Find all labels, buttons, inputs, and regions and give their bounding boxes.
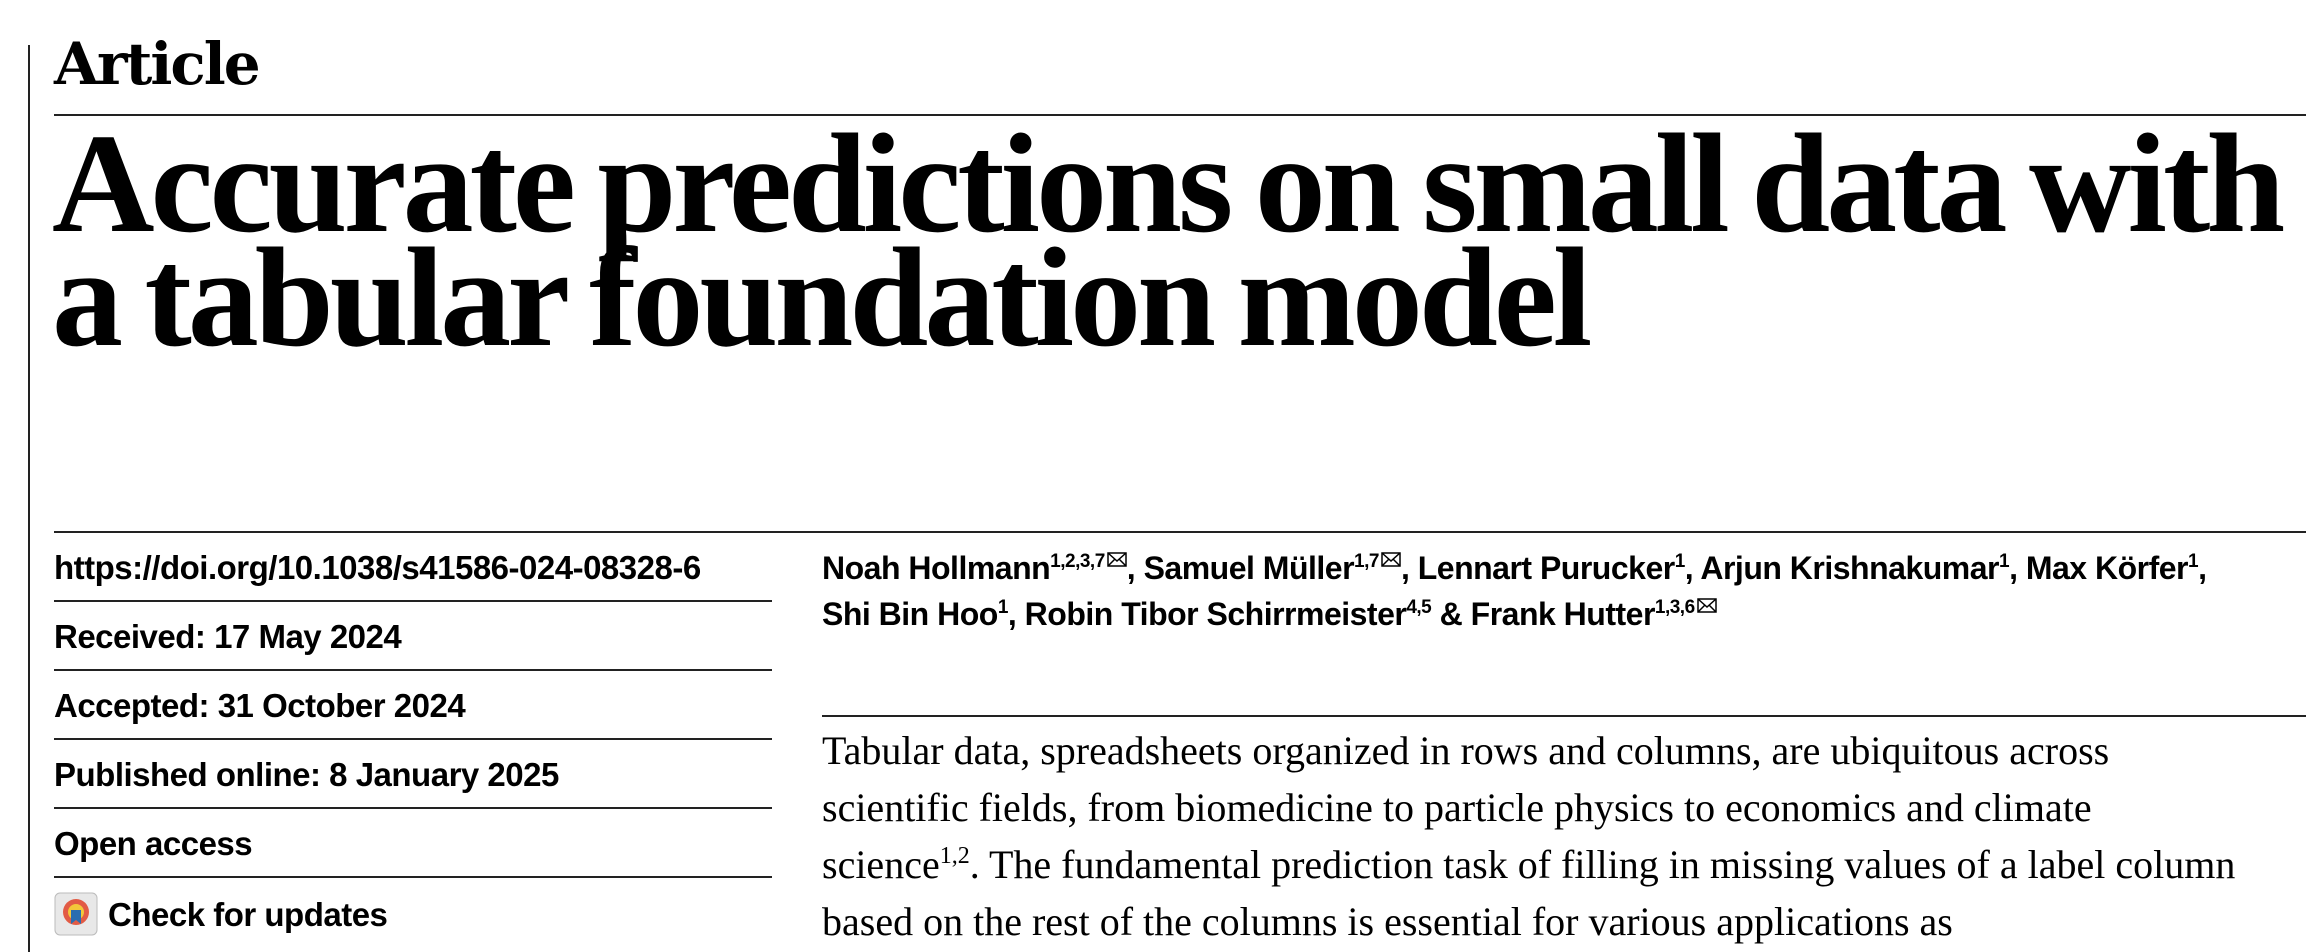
author-name[interactable]: Shi Bin Hoo [822, 596, 998, 632]
affiliations: 1,3,6 [1655, 597, 1717, 618]
article-title: Accurate predictions on small data with … [52, 104, 2285, 376]
affiliations: 1 [1998, 551, 2010, 572]
author: Robin Tibor Schirrmeister4,5 & [1025, 596, 1471, 632]
author: Max Körfer1, [2026, 550, 2215, 586]
doi[interactable]: https://doi.org/10.1038/s41586-024-08328… [54, 549, 701, 586]
email-icon[interactable] [1381, 552, 1401, 567]
author-name[interactable]: Noah Hollmann [822, 550, 1051, 586]
check-updates[interactable]: Check for updates [108, 896, 388, 933]
separator: , [1126, 550, 1144, 586]
author-name[interactable]: Robin Tibor Schirrmeister [1024, 596, 1407, 632]
author: Samuel Müller1,7, [1144, 550, 1418, 586]
author: Frank Hutter1,3,6 [1471, 596, 1717, 632]
rule [54, 600, 772, 602]
published-date: Published online: 8 January 2025 [54, 756, 559, 793]
separator: , [2009, 550, 2026, 586]
open-access[interactable]: Open access [54, 825, 253, 862]
received-date: Received: 17 May 2024 [54, 618, 402, 655]
author-name[interactable]: Frank Hutter [1470, 596, 1656, 632]
separator: , [1400, 550, 1418, 586]
article-label: Article [54, 30, 261, 98]
rule [54, 669, 772, 671]
rule [54, 114, 2306, 116]
author: Shi Bin Hoo1, [822, 596, 1025, 632]
accepted-date: Accepted: 31 October 2024 [54, 687, 466, 724]
affiliations: 1 [997, 597, 1009, 618]
rule [54, 807, 772, 809]
author-name[interactable]: Arjun Krishnakumar [1700, 550, 1999, 586]
rule [822, 715, 2306, 717]
abstract: Tabular data, spreadsheets organized in … [822, 722, 2242, 950]
abstract-text: Tabular data, spreadsheets organized in … [822, 728, 2110, 887]
author-list: Noah Hollmann1,2,3,7, Samuel Müller1,7, … [822, 545, 2306, 637]
affiliations: 4,5 [1406, 597, 1432, 618]
abstract-text: . The fundamental prediction task of fil… [822, 842, 2236, 944]
rule [54, 738, 772, 740]
update-icon[interactable] [54, 892, 98, 936]
rule [54, 531, 2306, 533]
margin-rule [28, 45, 30, 952]
separator: , [2198, 550, 2215, 586]
affiliations: 1,2,3,7 [1050, 551, 1127, 572]
affiliations: 1 [1674, 551, 1686, 572]
separator: , [1007, 596, 1025, 632]
separator: , [1684, 550, 1701, 586]
affiliations: 1,7 [1354, 551, 1401, 572]
author-name[interactable]: Max Körfer [2025, 550, 2189, 586]
separator: & [1431, 596, 1471, 632]
author: Lennart Purucker1, [1418, 550, 1701, 586]
email-icon[interactable] [1107, 552, 1127, 567]
rule [54, 876, 772, 878]
email-icon[interactable] [1696, 598, 1717, 613]
author: Noah Hollmann1,2,3,7, [822, 550, 1144, 586]
author-name[interactable]: Samuel Müller [1143, 550, 1355, 586]
author: Arjun Krishnakumar1, [1700, 550, 2025, 586]
citation[interactable]: 1,2 [939, 843, 970, 869]
affiliations: 1 [2188, 551, 2199, 572]
author-name[interactable]: Lennart Purucker [1417, 550, 1675, 586]
